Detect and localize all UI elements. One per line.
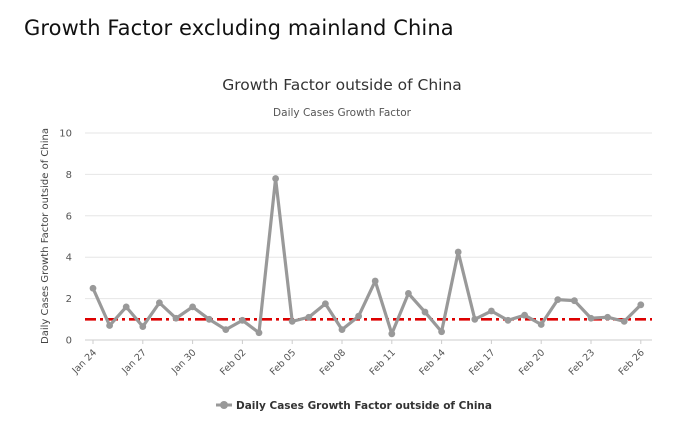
data-point[interactable]	[338, 326, 346, 334]
data-point[interactable]	[305, 313, 313, 321]
data-point[interactable]	[554, 296, 562, 304]
x-tick-label: Jan 30	[169, 347, 199, 377]
data-point[interactable]	[172, 314, 180, 322]
y-tick-label: 4	[66, 253, 72, 264]
data-point[interactable]	[288, 317, 296, 325]
data-point[interactable]	[239, 316, 246, 324]
data-point[interactable]	[488, 307, 495, 315]
data-point[interactable]	[322, 300, 329, 308]
chart-title: Growth Factor outside of China	[222, 76, 462, 94]
data-point[interactable]	[272, 175, 279, 182]
data-point[interactable]	[604, 313, 611, 321]
data-point[interactable]	[106, 322, 113, 329]
y-tick-label: 8	[66, 170, 72, 181]
data-point[interactable]	[89, 284, 97, 292]
data-point[interactable]	[355, 312, 362, 320]
data-point[interactable]	[537, 321, 545, 328]
data-point[interactable]	[438, 328, 445, 336]
data-point[interactable]	[205, 315, 213, 323]
series-line	[91, 176, 642, 336]
data-point[interactable]	[571, 297, 578, 305]
data-point[interactable]	[139, 323, 147, 330]
y-tick-label: 10	[59, 129, 72, 140]
x-tick-label: Feb 11	[368, 347, 398, 377]
data-point[interactable]	[587, 314, 595, 322]
x-tick-label: Feb 08	[318, 347, 348, 377]
data-point[interactable]	[521, 311, 528, 319]
data-point[interactable]	[156, 299, 163, 307]
data-point[interactable]	[388, 330, 396, 338]
data-point[interactable]	[637, 301, 645, 309]
x-tick-label: Feb 23	[567, 347, 597, 377]
x-tick-label: Feb 05	[268, 347, 298, 377]
series-daily-cases-growth-factor[interactable]	[89, 175, 645, 338]
data-point[interactable]	[189, 303, 197, 311]
data-point[interactable]	[504, 316, 512, 324]
chart-subtitle: Daily Cases Growth Factor	[273, 107, 412, 119]
data-point[interactable]	[620, 317, 628, 325]
y-tick-label: 0	[66, 336, 72, 347]
data-point[interactable]	[222, 326, 230, 334]
x-axis-ticks: Jan 24 Jan 27 Jan 30 Feb 02 Feb 05 Feb 08 Feb …	[70, 340, 647, 378]
x-tick-label: Jan 27	[119, 347, 149, 377]
legend-marker-icon	[220, 401, 228, 409]
legend-label: Daily Cases Growth Factor outside of Chi…	[236, 400, 492, 412]
grid-lines	[85, 132, 652, 341]
data-point[interactable]	[371, 277, 379, 285]
y-axis-title: Daily Cases Growth Factor outside of Chi…	[40, 128, 51, 344]
y-axis-ticks: 0 2 4 6 8 10	[59, 129, 72, 347]
data-point[interactable]	[421, 308, 429, 316]
x-tick-label: Feb 02	[218, 347, 248, 377]
data-point[interactable]	[405, 290, 412, 297]
data-point[interactable]	[255, 329, 263, 337]
x-tick-label: Feb 17	[467, 347, 497, 377]
data-point[interactable]	[471, 315, 479, 323]
x-tick-label: Feb 14	[417, 347, 447, 377]
y-tick-label: 6	[66, 211, 72, 222]
x-tick-label: Feb 26	[617, 347, 647, 377]
x-tick-label: Jan 24	[70, 347, 100, 377]
legend[interactable]: Daily Cases Growth Factor outside of Chi…	[216, 400, 492, 412]
data-point[interactable]	[454, 248, 462, 256]
data-point[interactable]	[122, 303, 130, 311]
y-tick-label: 2	[66, 294, 72, 305]
x-tick-label: Feb 20	[517, 347, 547, 377]
page-heading: Growth Factor excluding mainland China	[24, 16, 454, 40]
